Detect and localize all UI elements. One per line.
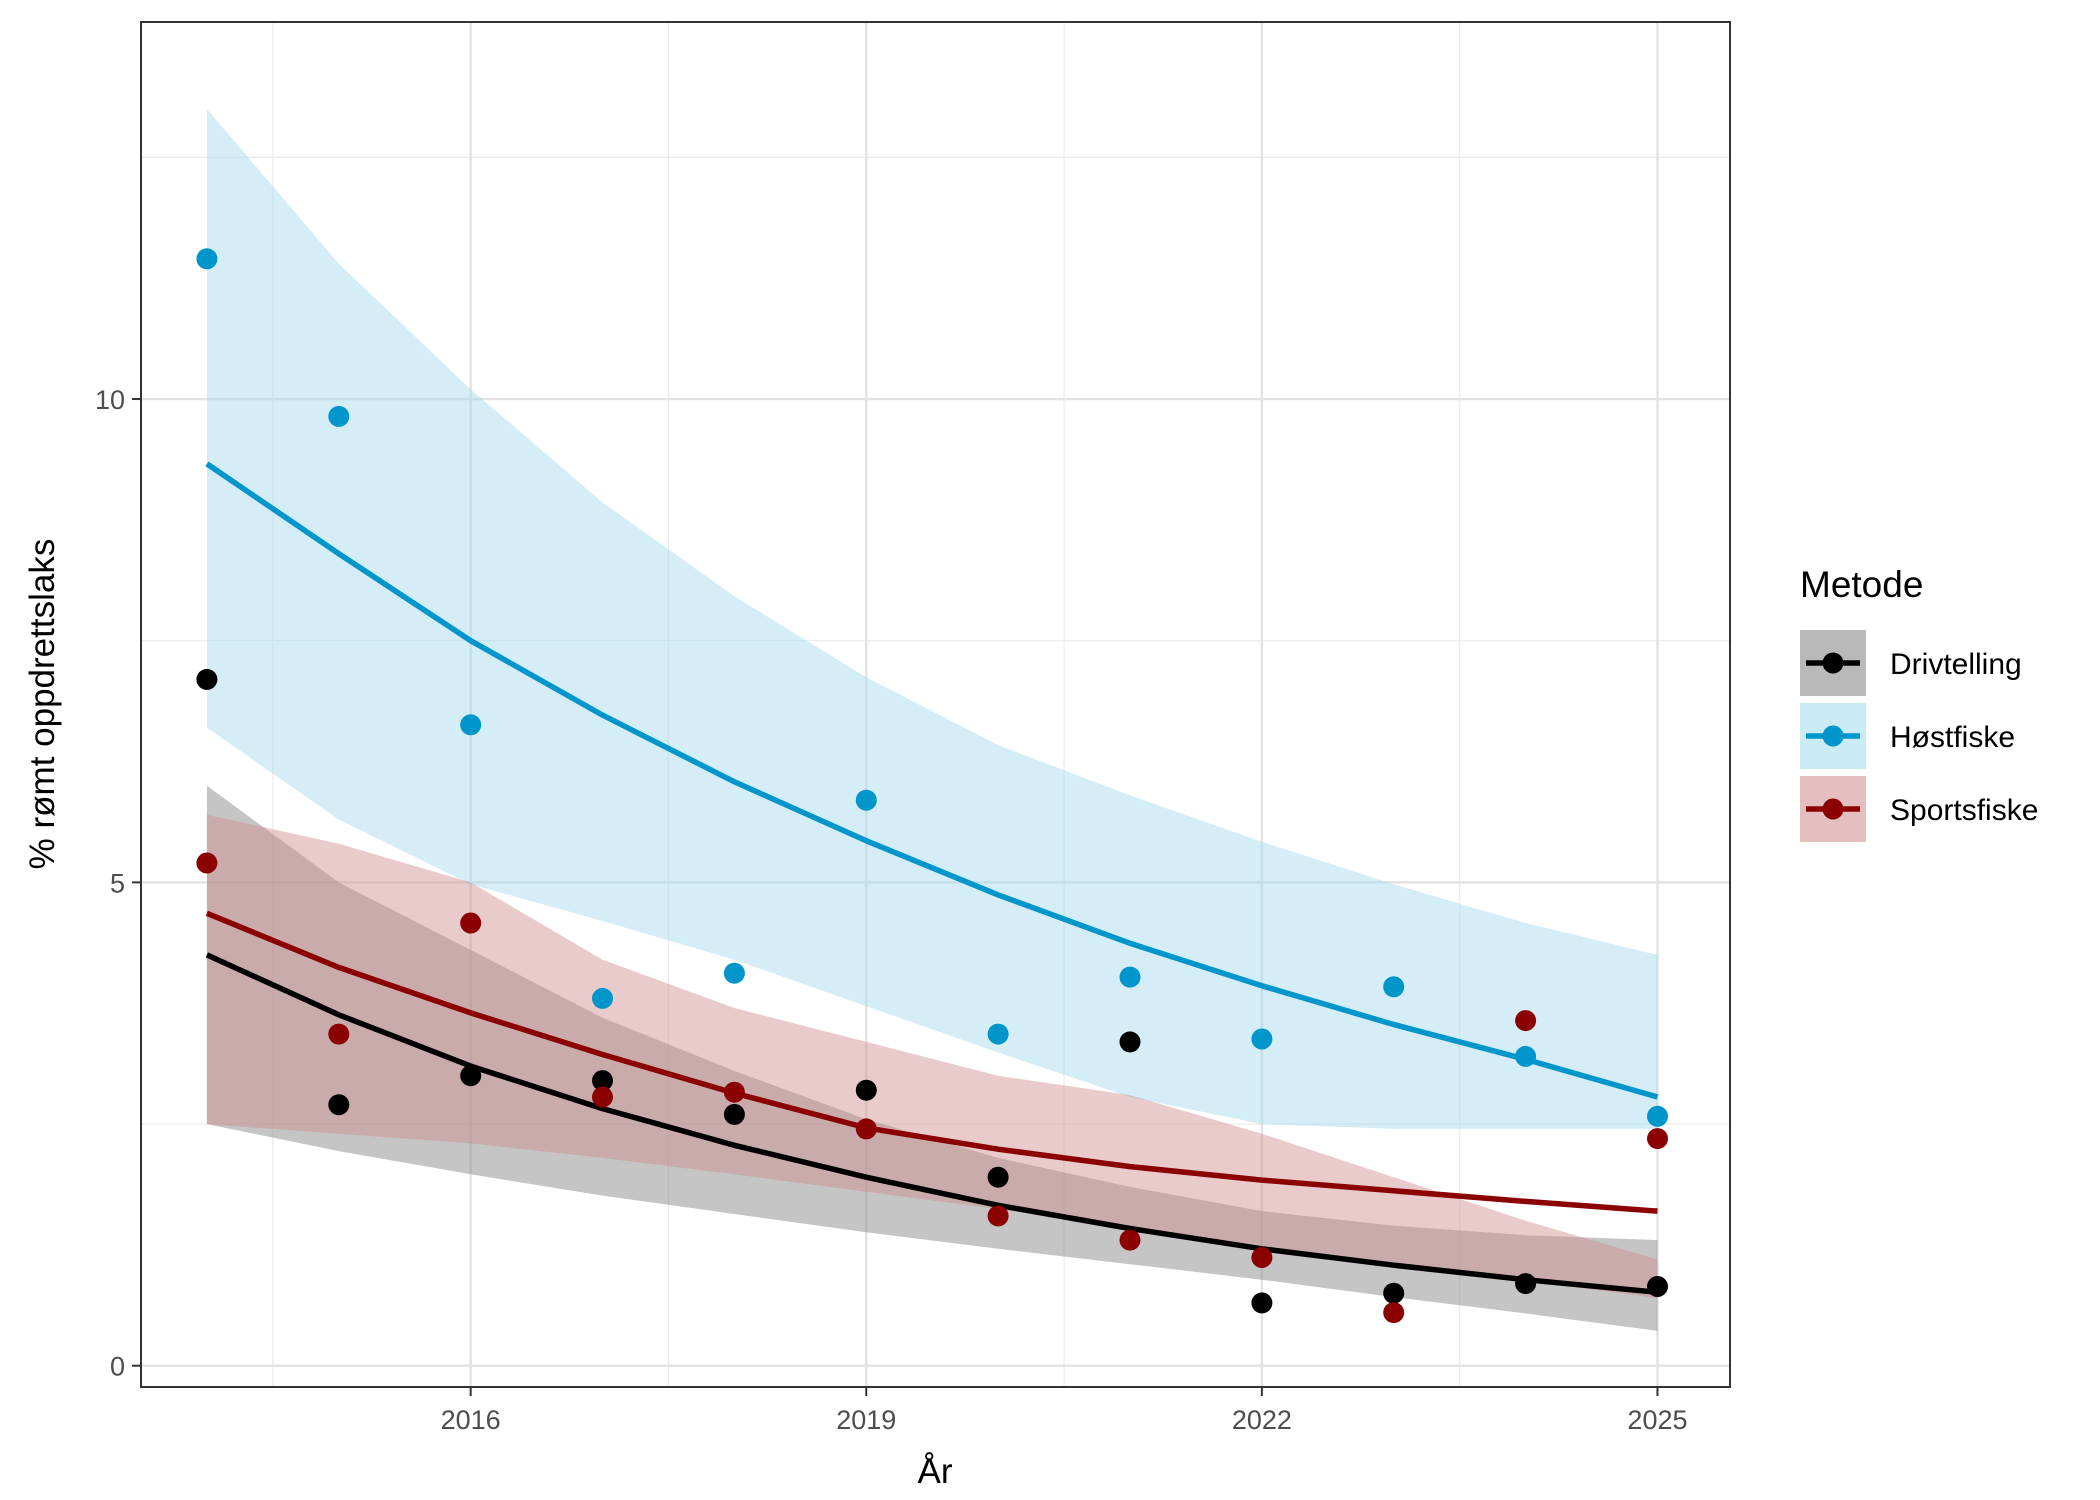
data-point bbox=[1647, 1128, 1668, 1150]
data-point bbox=[592, 987, 613, 1009]
data-point bbox=[196, 852, 218, 874]
y-tick-label: 5 bbox=[110, 868, 125, 898]
legend-item: Drivtelling bbox=[1800, 630, 2022, 696]
legend-key-point bbox=[1822, 798, 1844, 820]
y-tick-label: 10 bbox=[95, 385, 125, 415]
legend-key-point bbox=[1822, 725, 1844, 747]
x-tick-label: 2025 bbox=[1627, 1405, 1687, 1435]
legend-items: Drivtelling Høstfiske Sportsfiske bbox=[1800, 630, 2038, 842]
data-point bbox=[328, 1094, 350, 1116]
data-point bbox=[1515, 1010, 1537, 1032]
legend: Metode Drivtelling Høstfiske Sportsfiske bbox=[1800, 564, 2038, 842]
y-axis-title: % rømt oppdrettslaks bbox=[23, 539, 62, 870]
fit-lines bbox=[205, 461, 1659, 1296]
data-point bbox=[1251, 1292, 1273, 1314]
legend-key-point bbox=[1822, 652, 1844, 674]
data-point bbox=[196, 668, 218, 690]
y-tick-label: 0 bbox=[110, 1352, 125, 1382]
data-point bbox=[1647, 1276, 1668, 1297]
legend-label: Sportsfiske bbox=[1890, 794, 2038, 827]
data-point bbox=[723, 962, 745, 984]
x-tick-label: 2016 bbox=[441, 1405, 501, 1435]
data-point bbox=[460, 912, 482, 934]
grid-major bbox=[141, 22, 1730, 1387]
confidence-band bbox=[206, 109, 1658, 1129]
data-point bbox=[592, 1070, 613, 1092]
data-point bbox=[723, 1103, 745, 1125]
grid-minor bbox=[141, 22, 1730, 1387]
plot-panel-background bbox=[141, 22, 1730, 1387]
data-point bbox=[1119, 1229, 1141, 1251]
data-point bbox=[460, 714, 482, 736]
data-point bbox=[196, 248, 218, 270]
data-point bbox=[723, 1081, 745, 1103]
data-point bbox=[1251, 1028, 1273, 1050]
data-point bbox=[1251, 1247, 1273, 1268]
legend-item: Sportsfiske bbox=[1800, 776, 2038, 842]
data-point bbox=[987, 1205, 1009, 1227]
confidence-band bbox=[206, 814, 1658, 1299]
legend-label: Høstfiske bbox=[1890, 721, 2015, 754]
data-point bbox=[328, 405, 350, 427]
x-axis: 2016 2019 2022 2025 bbox=[441, 1387, 1688, 1435]
y-axis: 0 5 10 bbox=[95, 385, 141, 1382]
data-point bbox=[1383, 1302, 1405, 1324]
data-point bbox=[855, 789, 877, 811]
data-point bbox=[1383, 976, 1405, 998]
legend-item: Høstfiske bbox=[1800, 703, 2015, 769]
fit-line bbox=[205, 910, 1658, 1214]
data-points bbox=[196, 248, 1668, 1324]
fit-line bbox=[205, 952, 1658, 1296]
plot-panel-border bbox=[140, 21, 1731, 1388]
x-tick-label: 2022 bbox=[1232, 1405, 1292, 1435]
x-axis-title: År bbox=[918, 1452, 953, 1491]
x-tick-label: 2019 bbox=[836, 1405, 896, 1435]
data-point bbox=[1647, 1105, 1668, 1127]
data-point bbox=[592, 1086, 613, 1108]
data-point bbox=[855, 1079, 877, 1101]
data-point bbox=[328, 1023, 350, 1045]
data-point bbox=[1383, 1282, 1405, 1304]
data-point bbox=[1119, 1031, 1141, 1053]
data-point bbox=[1515, 1045, 1537, 1067]
legend-title: Metode bbox=[1800, 564, 1923, 605]
data-point bbox=[987, 1023, 1009, 1045]
data-point bbox=[1119, 966, 1141, 988]
data-point bbox=[855, 1118, 877, 1140]
legend-label: Drivtelling bbox=[1890, 648, 2022, 681]
fit-line bbox=[205, 461, 1659, 1100]
data-point bbox=[987, 1166, 1009, 1188]
data-point bbox=[1515, 1273, 1537, 1295]
data-point bbox=[460, 1065, 482, 1087]
